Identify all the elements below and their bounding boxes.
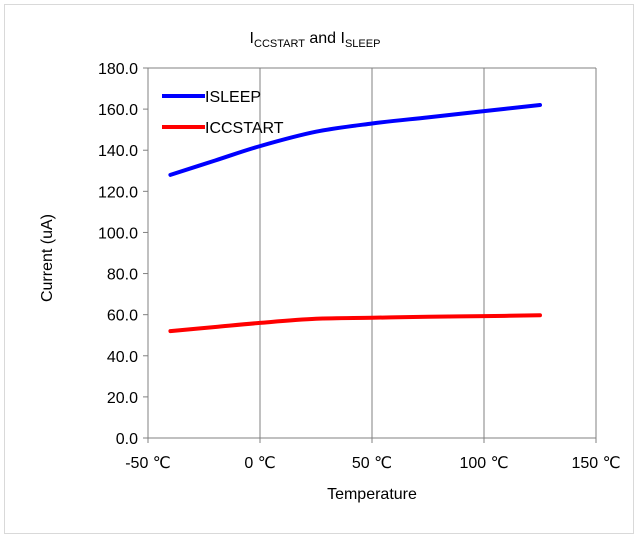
title-subscript-2: SLEEP [345,38,380,50]
x-tick-label: 50 ℃ [352,455,392,472]
series-line-iccstart [168,313,542,334]
y-tick-label: 100.0 [98,225,138,242]
title-main: I [250,30,254,47]
y-tick-label: 20.0 [107,390,138,407]
legend: ISLEEP ICCSTART [162,89,284,137]
x-axis-title: Temperature [327,486,417,503]
series-line-isleep [168,103,542,177]
y-tick-label: 0.0 [116,431,138,448]
y-axis-title: Current (uA) [39,214,56,302]
chart-svg: ICCSTART and ISLEEP 0.0 20.0 40.0 60.0 80.0 1… [39,30,621,503]
y-tick-label: 180.0 [98,61,138,78]
grid-layer [148,67,597,438]
legend-label-isleep: ISLEEP [205,89,261,106]
y-tick-label: 60.0 [107,308,138,325]
chart-frame: ICCSTART and ISLEEP 0.0 20.0 40.0 60.0 80.0 1… [4,4,634,534]
x-tick-label: 100 ℃ [459,455,508,472]
title-mid: and I [305,30,345,47]
series-layer [168,103,542,334]
y-tick-label: 160.0 [98,102,138,119]
legend-label-iccstart: ICCSTART [205,120,284,137]
axis-layer: 0.0 20.0 40.0 60.0 80.0 100.0 120.0 140.0 160.0 1… [98,61,621,472]
y-tick-label: 40.0 [107,349,138,366]
y-tick-label: 140.0 [98,143,138,160]
x-tick-label: 150 ℃ [571,455,620,472]
chart-title: ICCSTART and ISLEEP [250,30,381,50]
svg-text:ICCSTART and ISLEEP: ICCSTART and ISLEEP [250,30,381,50]
title-subscript-1: CCSTART [254,38,305,50]
x-tick-label: -50 ℃ [125,455,171,472]
y-tick-label: 120.0 [98,184,138,201]
x-tick-label: 0 ℃ [244,455,275,472]
y-tick-label: 80.0 [107,267,138,284]
